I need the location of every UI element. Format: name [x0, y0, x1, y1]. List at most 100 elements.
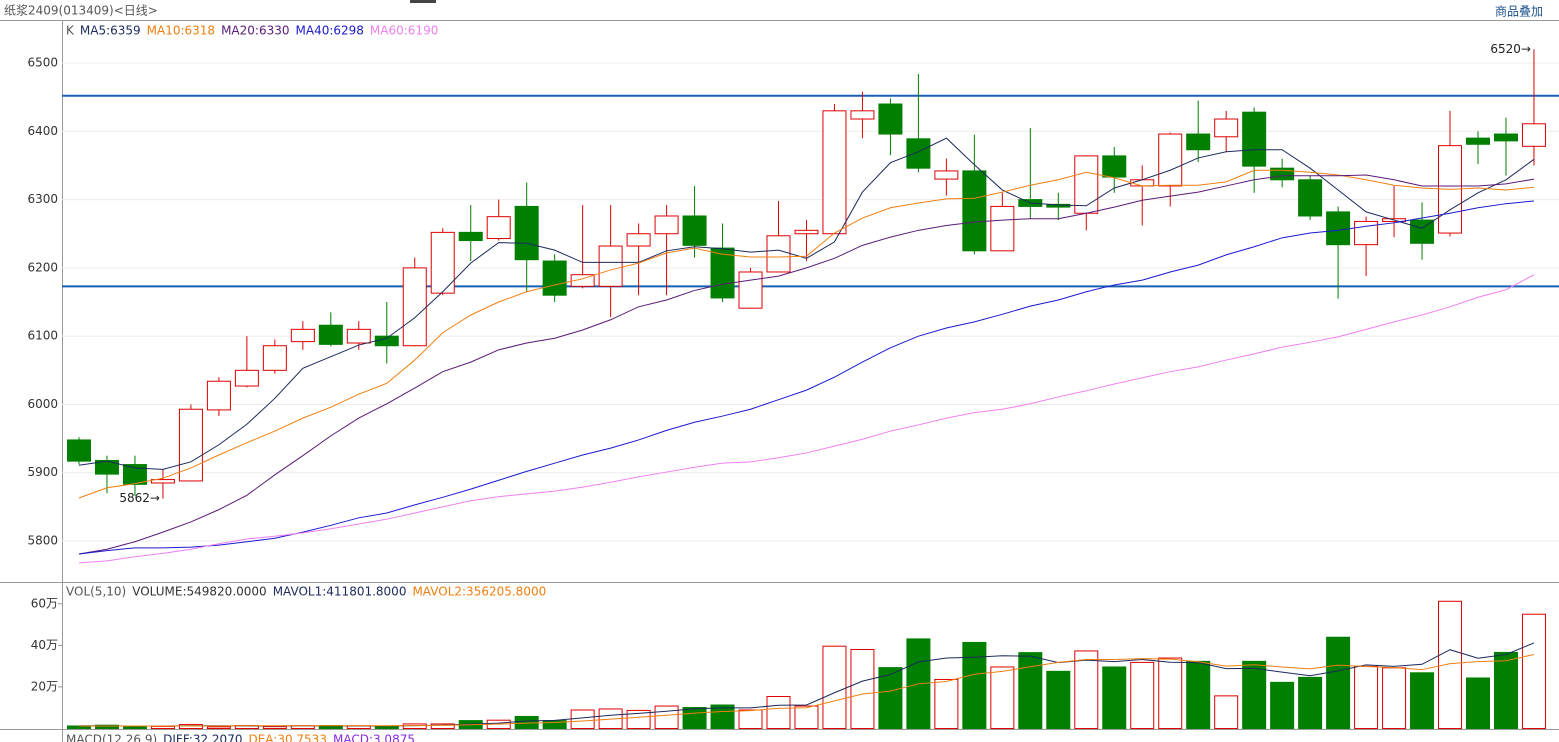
candle-body	[206, 380, 231, 411]
candle-body	[290, 328, 315, 343]
overlay-button[interactable]: 商品叠加	[1495, 4, 1543, 19]
volume-bar	[1018, 652, 1043, 729]
candle-body	[318, 324, 343, 345]
volume-bar	[682, 707, 707, 729]
candle-body	[94, 459, 119, 475]
volume-bar	[1410, 672, 1435, 730]
high-annotation: 6520→	[1490, 42, 1531, 56]
candle-body	[598, 245, 623, 287]
candle-body	[122, 464, 147, 485]
volume-bar	[1130, 661, 1155, 729]
volume-bar	[178, 724, 203, 730]
candle-body	[1270, 167, 1295, 181]
macd-legend-entry: DIFF:32.2070	[163, 733, 242, 742]
candle-body	[150, 479, 175, 484]
candle-body	[262, 345, 287, 371]
macd-legend-entry: MACD(12,26,9)	[66, 733, 157, 742]
y-tick-label: 6200	[27, 260, 58, 274]
candle-body	[430, 231, 455, 294]
volume-bar	[878, 667, 903, 729]
volume-bar	[822, 645, 847, 730]
candle-body	[934, 170, 959, 180]
y-tick-label: 40万	[31, 638, 58, 652]
moving-average-line	[78, 200, 1535, 555]
candle-body	[402, 267, 427, 347]
y-tick-label: 5800	[27, 534, 58, 548]
volume-bar	[1186, 660, 1211, 729]
macd-legend-entry: MACD:3.0875	[333, 733, 415, 742]
y-tick-label: 20万	[31, 679, 58, 693]
candle-body	[458, 231, 483, 242]
candle-body	[738, 271, 763, 309]
volume-bar	[1521, 613, 1546, 730]
candle-body	[990, 205, 1015, 252]
candle-body	[710, 247, 735, 299]
candle-body	[626, 233, 651, 247]
low-annotation: 5862→	[119, 491, 160, 505]
legend-entry: K	[66, 24, 75, 38]
volume-bar	[374, 725, 399, 730]
tab-marker	[410, 0, 436, 3]
candle-body	[766, 235, 791, 273]
candle-body	[1130, 179, 1155, 187]
candle-body	[1074, 155, 1099, 214]
legend-entry: MA20:6330	[221, 24, 289, 38]
moving-average-line	[78, 174, 1535, 555]
volume-bar	[402, 723, 427, 729]
candle-body	[542, 260, 567, 296]
candle-body	[1410, 219, 1435, 244]
volume-bar	[962, 641, 987, 729]
volume-bar	[794, 705, 819, 730]
volume-bar	[654, 705, 679, 730]
legend-entry: MA10:6318	[147, 24, 215, 38]
candle-body	[1326, 211, 1351, 246]
candle-body	[1102, 155, 1127, 178]
volume-bar	[1242, 660, 1267, 729]
volume-bar	[1298, 676, 1323, 729]
candle-body	[682, 215, 707, 246]
legend-entry: MA5:6359	[80, 24, 141, 38]
volume-bar	[1046, 670, 1071, 730]
candle-body	[1521, 123, 1546, 147]
candle-body	[822, 110, 847, 235]
legend-entry: MAVOL1:411801.8000	[273, 585, 407, 599]
volume-bar	[570, 709, 595, 730]
y-tick-label: 6400	[27, 124, 58, 138]
volume-bar	[94, 724, 119, 729]
volume-bar	[150, 725, 175, 730]
moving-average-line	[78, 137, 1535, 470]
candle-body	[514, 205, 539, 261]
volume-bar	[934, 678, 959, 730]
candle-body	[906, 138, 931, 169]
y-tick-label: 6000	[27, 397, 58, 411]
candle-body	[1493, 133, 1518, 142]
volume-bar	[1074, 650, 1099, 730]
volume-average-line	[79, 653, 1535, 727]
volume-bar	[262, 726, 287, 729]
candle-body	[1242, 111, 1267, 167]
volume-bar	[1326, 636, 1351, 730]
y-tick-label: 6500	[27, 56, 58, 70]
y-tick-label: 5900	[27, 465, 58, 479]
candle-body	[1214, 118, 1239, 138]
candle-body	[486, 216, 511, 240]
candle-body	[346, 328, 371, 344]
volume-bar	[738, 709, 763, 730]
legend-entry: MAVOL2:356205.8000	[412, 585, 546, 599]
legend-entry: VOLUME:549820.0000	[132, 585, 266, 599]
volume-bar	[1158, 657, 1183, 730]
legend-entry: VOL(5,10)	[66, 585, 126, 599]
volume-bar	[1102, 666, 1127, 730]
volume-bar	[1354, 665, 1379, 729]
volume-bar	[990, 666, 1015, 730]
volume-bar	[1493, 651, 1518, 729]
candle-body	[67, 439, 91, 462]
volume-bar	[1438, 600, 1463, 730]
candle-body	[794, 229, 819, 235]
candle-body	[878, 103, 903, 135]
candle-body	[962, 170, 987, 252]
volume-bar	[766, 695, 791, 729]
volume-bar	[626, 709, 651, 730]
